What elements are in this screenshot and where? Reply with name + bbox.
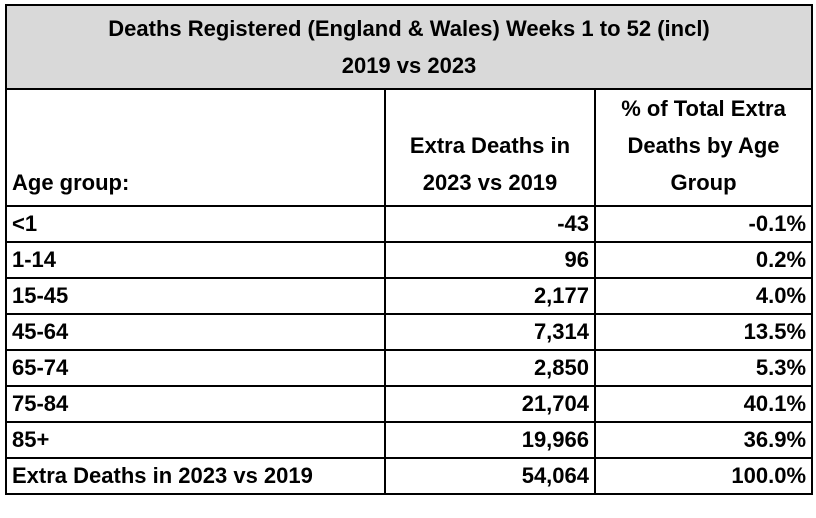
pct-cell: 4.0% — [593, 277, 814, 315]
extra-deaths-cell: 2,177 — [384, 277, 596, 315]
header-extra-deaths-label: Extra Deaths in 2023 vs 2019 — [409, 133, 571, 195]
age-cell: 85+ — [5, 421, 386, 459]
age-cell: 75-84 — [5, 385, 386, 423]
table-row: 1-14 96 0.2% — [5, 241, 814, 279]
total-label-cell: Extra Deaths in 2023 vs 2019 — [5, 457, 386, 495]
extra-deaths-cell: 7,314 — [384, 313, 596, 351]
pct-cell: 5.3% — [593, 349, 814, 387]
total-pct-cell: 100.0% — [593, 457, 814, 495]
header-age-group-label: Age group: — [12, 170, 130, 195]
pct-cell: 0.2% — [593, 241, 814, 279]
total-row: Extra Deaths in 2023 vs 2019 54,064 100.… — [5, 457, 814, 495]
age-cell: 65-74 — [5, 349, 386, 387]
table-row: 65-74 2,850 5.3% — [5, 349, 814, 387]
pct-cell: 13.5% — [593, 313, 814, 351]
header-pct-total: % of Total Extra Deaths by Age Group — [593, 88, 814, 207]
deaths-table: Deaths Registered (England & Wales) Week… — [4, 4, 814, 495]
age-cell: 15-45 — [5, 277, 386, 315]
age-cell: 45-64 — [5, 313, 386, 351]
extra-deaths-cell: 2,850 — [384, 349, 596, 387]
table-title-line-1: Deaths Registered (England & Wales) Week… — [108, 16, 710, 41]
header-age-group: Age group: — [5, 88, 386, 207]
pct-cell: 36.9% — [593, 421, 814, 459]
table-title: Deaths Registered (England & Wales) Week… — [4, 4, 814, 90]
header-pct-total-label: % of Total Extra Deaths by Age Group — [621, 96, 786, 195]
extra-deaths-cell: 21,704 — [384, 385, 596, 423]
table-row: 45-64 7,314 13.5% — [5, 313, 814, 351]
age-cell: 1-14 — [5, 241, 386, 279]
header-row: Age group: Extra Deaths in 2023 vs 2019 … — [5, 88, 814, 207]
extra-deaths-cell: 19,966 — [384, 421, 596, 459]
table-row: 75-84 21,704 40.1% — [5, 385, 814, 423]
table-row: 15-45 2,177 4.0% — [5, 277, 814, 315]
deaths-table-container: Deaths Registered (England & Wales) Week… — [4, 4, 814, 495]
table-row: <1 -43 -0.1% — [5, 205, 814, 243]
pct-cell: 40.1% — [593, 385, 814, 423]
total-extra-deaths-cell: 54,064 — [384, 457, 596, 495]
header-extra-deaths: Extra Deaths in 2023 vs 2019 — [384, 88, 596, 207]
title-row: Deaths Registered (England & Wales) Week… — [4, 4, 814, 90]
age-cell: <1 — [5, 205, 386, 243]
table-title-line-2: 2019 vs 2023 — [341, 53, 477, 78]
pct-cell: -0.1% — [593, 205, 814, 243]
extra-deaths-cell: -43 — [384, 205, 596, 243]
extra-deaths-cell: 96 — [384, 241, 596, 279]
table-row: 85+ 19,966 36.9% — [5, 421, 814, 459]
